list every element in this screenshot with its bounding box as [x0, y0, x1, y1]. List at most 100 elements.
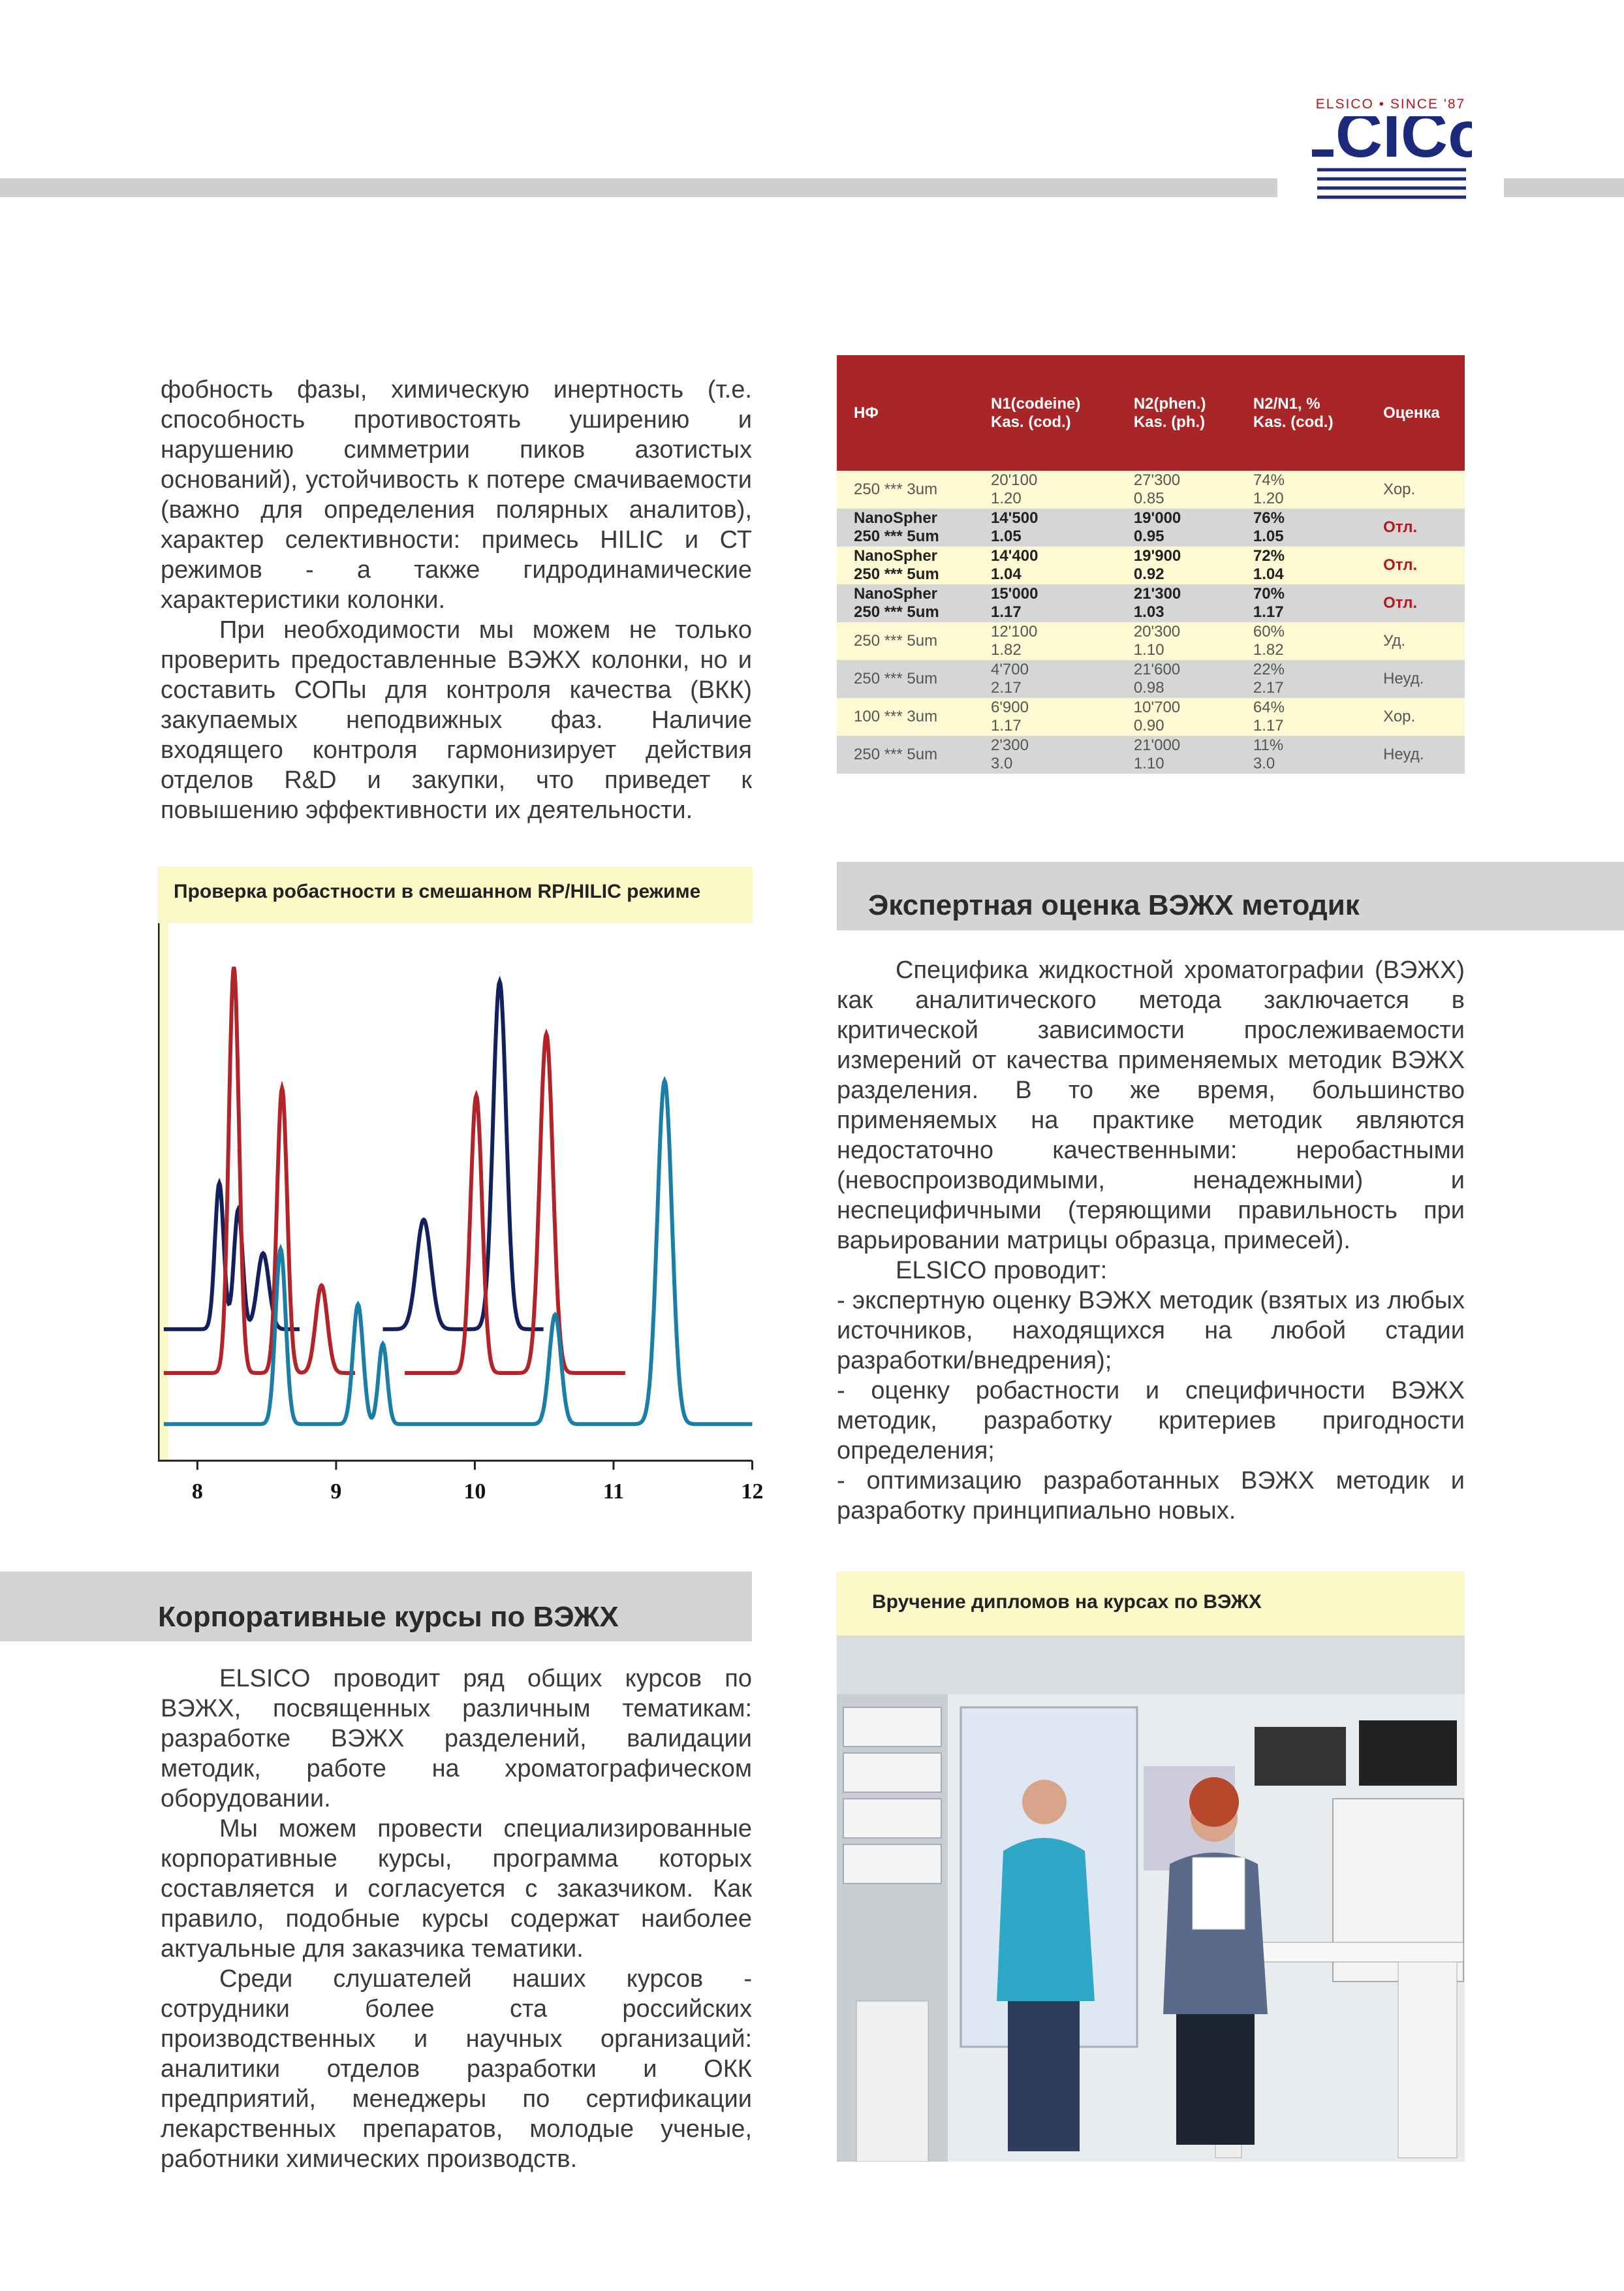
cell-line: 11%: [1253, 736, 1284, 754]
cell-line: 14'500: [990, 509, 1038, 527]
cell-line: 19'000: [1133, 509, 1181, 527]
data-table: НФ N1(codeine) Kas. (cod.) N2(phen.) Kas. (p…: [837, 355, 1465, 774]
table-cell: 12'100 1.82: [973, 622, 1117, 660]
cell-line: 21'600: [1133, 661, 1181, 678]
cell-line: 21'000: [1133, 736, 1181, 754]
table-row: 250 *** 5um 4'700 2.17 21'600 0.98 22% 2.17 Неу…: [837, 660, 1465, 698]
cell-line: Хор.: [1383, 481, 1416, 498]
table-cell: Уд.: [1366, 622, 1465, 660]
cell-line: 2'300: [990, 736, 1029, 754]
table-cell: 27'300 0.85: [1116, 471, 1236, 509]
cell-line: 72%: [1253, 547, 1285, 565]
paragraph: Среди слушателей наших курсов - сотрудни…: [161, 1965, 752, 2173]
cell-line: 2.17: [1253, 679, 1284, 697]
header-line: N1(codeine): [990, 394, 1081, 413]
paragraph: Специфика жидкостной хроматографии (ВЭЖХ…: [837, 956, 1465, 1254]
table-cell: 21'600 0.98: [1116, 660, 1236, 698]
table-cell: NanoSpher 250 *** 5um: [837, 546, 974, 584]
cell-line: 1.04: [990, 565, 1022, 583]
table-cell: Неуд.: [1366, 660, 1465, 698]
cell-line: 250 *** 3um: [854, 481, 938, 498]
cell-line: 0.90: [1133, 717, 1164, 735]
table-cell: 250 *** 3um: [837, 471, 974, 509]
column-header: N1(codeine) Kas. (cod.): [973, 355, 1117, 471]
paragraph: ELSICO проводит ряд общих курсов по ВЭЖХ…: [161, 1665, 752, 1812]
table-cell: 22% 2.17: [1236, 660, 1367, 698]
chart-title: Проверка робастности в смешанном RP/HILI…: [158, 866, 753, 923]
table-body: 250 *** 3um 20'100 1.20 27'300 0.85 74% 1.20 Хо…: [837, 471, 1465, 774]
cell-line: 1.17: [990, 717, 1022, 735]
section-title: Корпоративные курсы по ВЭЖХ: [158, 1601, 619, 1633]
cell-line: 19'900: [1133, 547, 1181, 565]
cell-line: 1.20: [1253, 490, 1284, 507]
paragraph: фобность фазы, химическую инертность (т.…: [161, 376, 752, 614]
paragraph: ELSICO проводит:: [896, 1257, 1108, 1284]
cell-line: 1.82: [990, 641, 1022, 659]
table-cell: 21'000 1.10: [1116, 736, 1236, 774]
table-cell: 64% 1.17: [1236, 698, 1367, 736]
table-cell: 76% 1.05: [1236, 509, 1367, 546]
table-cell: NanoSpher 250 *** 5um: [837, 584, 974, 622]
chart-strip: [158, 923, 168, 1461]
table-row: 100 *** 3um 6'900 1.17 10'700 0.90 64% 1.17 Хор…: [837, 698, 1465, 736]
cell-line: 22%: [1253, 661, 1285, 678]
header-bar: [0, 178, 1277, 197]
header-line: НФ: [854, 403, 879, 422]
table-row: NanoSpher 250 *** 5um 14'500 1.05 19'000 0.95…: [837, 509, 1465, 546]
cell-line: 27'300: [1133, 471, 1181, 489]
cell-line: 21'300: [1133, 585, 1181, 603]
intro-text: фобность фазы, химическую инертность (т.…: [161, 375, 752, 825]
table-cell: 14'500 1.05: [973, 509, 1117, 546]
table-cell: Отл.: [1366, 584, 1465, 622]
cell-line: 74%: [1253, 471, 1285, 489]
table-cell: 250 *** 5um: [837, 622, 974, 660]
cell-line: 3.0: [990, 755, 1013, 772]
cell-line: 1.10: [1133, 755, 1164, 772]
cell-line: 0.85: [1133, 490, 1164, 507]
table-cell: 14'400 1.04: [973, 546, 1117, 584]
cell-line: 1.03: [1133, 603, 1164, 621]
header-line: Kas. (cod.): [1253, 413, 1334, 431]
cell-line: 0.92: [1133, 565, 1164, 583]
cell-line: 64%: [1253, 699, 1285, 716]
chromatogram-trace: [163, 1076, 753, 1427]
table-cell: Отл.: [1366, 546, 1465, 584]
logo: LCICo: [1312, 116, 1472, 199]
cell-line: 10'700: [1133, 699, 1181, 716]
table-cell: 70% 1.17: [1236, 584, 1367, 622]
table-row: NanoSpher 250 *** 5um 15'000 1.17 21'300 1.03…: [837, 584, 1465, 622]
table-cell: 15'000 1.17: [973, 584, 1117, 622]
table-cell: 250 *** 5um: [837, 660, 974, 698]
paragraph: - оптимизацию разработанных ВЭЖХ методик…: [837, 1467, 1465, 1525]
cell-line: 100 *** 3um: [854, 708, 938, 725]
table-cell: 60% 1.82: [1236, 622, 1367, 660]
table-cell: 72% 1.04: [1236, 546, 1367, 584]
table-cell: 10'700 0.90: [1116, 698, 1236, 736]
table-cell: 4'700 2.17: [973, 660, 1117, 698]
photo: [837, 1635, 1465, 2162]
cell-line: 70%: [1253, 585, 1285, 603]
table-cell: 19'900 0.92: [1116, 546, 1236, 584]
table-row: 250 *** 3um 20'100 1.20 27'300 0.85 74% 1.20 Хо…: [837, 471, 1465, 509]
cell-line: Отл.: [1383, 518, 1418, 536]
header-row: НФ N1(codeine) Kas. (cod.) N2(phen.) Kas. (p…: [837, 355, 1465, 471]
cell-line: Хор.: [1383, 708, 1416, 725]
table-row: 250 *** 5um 2'300 3.0 21'000 1.10 11% 3.0 Неуд.: [837, 736, 1465, 774]
cell-line: 76%: [1253, 509, 1285, 527]
x-tick-label: 12: [741, 1479, 763, 1504]
x-tick-label: 9: [330, 1479, 341, 1504]
photo-caption: Вручение дипломов на курсах по ВЭЖХ: [837, 1572, 1465, 1635]
section-title: Экспертная оценка ВЭЖХ методик: [868, 889, 1360, 921]
table-cell: Хор.: [1366, 471, 1465, 509]
cell-line: 2.17: [990, 679, 1022, 697]
chromatogram-trace: [163, 966, 355, 1375]
cell-line: 0.98: [1133, 679, 1164, 697]
logo-tagline: ELSICO • SINCE '87: [1315, 97, 1466, 112]
logo-text: LCICo: [1312, 116, 1472, 171]
table-cell: 250 *** 5um: [837, 736, 974, 774]
cell-line: 60%: [1253, 623, 1285, 640]
table-cell: NanoSpher 250 *** 5um: [837, 509, 974, 546]
cell-line: Неуд.: [1383, 670, 1424, 687]
